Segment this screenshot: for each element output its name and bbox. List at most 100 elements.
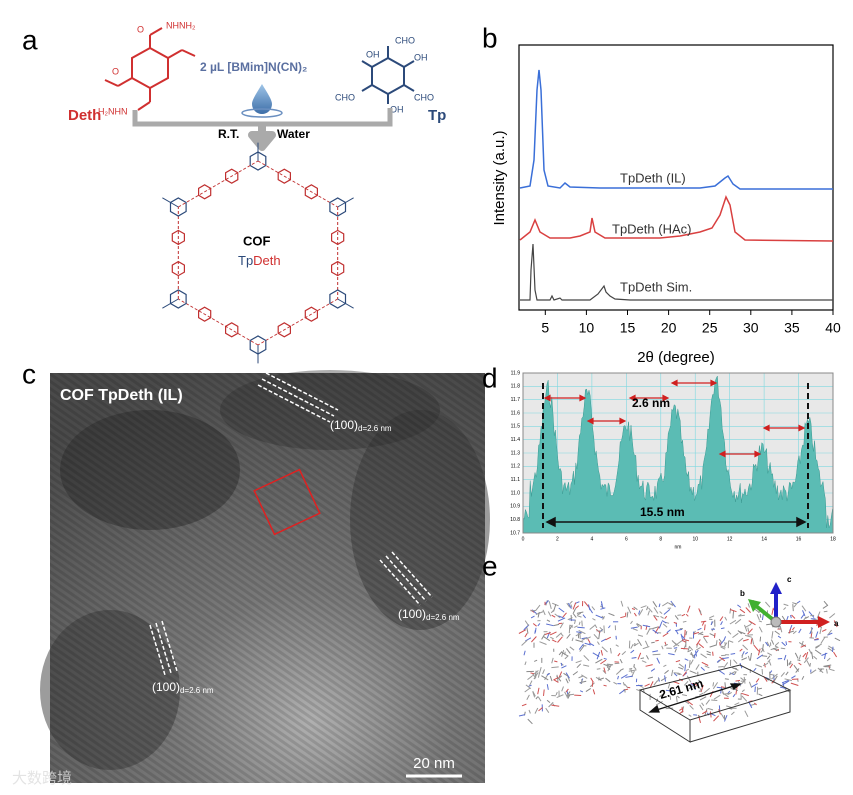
atom-bond (633, 612, 637, 617)
atom-bond (638, 610, 641, 615)
y-tick-label: 11.3 (511, 450, 521, 456)
atom-bond (546, 619, 551, 622)
panel-label: a (22, 24, 38, 55)
atom-bond (683, 681, 689, 686)
linker (257, 298, 338, 346)
atom-bond (762, 662, 769, 667)
atom-bond (558, 607, 565, 613)
atom-bond (783, 607, 787, 611)
atom-bond (801, 640, 804, 647)
atom-bond (620, 615, 626, 619)
atom-bond (621, 651, 627, 656)
y-tick-label: 10.7 (510, 530, 520, 536)
atom-bond (832, 646, 834, 653)
atom-bond (603, 625, 605, 634)
x-tick-label: 14 (761, 536, 767, 542)
atom-bond (732, 610, 735, 619)
atom-bond (671, 669, 674, 677)
atom-bond (677, 673, 681, 676)
atom-bond (738, 613, 742, 617)
atom-bond (705, 699, 710, 705)
atom-bond (710, 621, 713, 626)
atom-bond (679, 711, 683, 714)
x-tick-label: 10 (692, 536, 698, 542)
atom-bond (747, 655, 751, 661)
atom-bond (774, 630, 780, 635)
atom-bond (546, 684, 549, 690)
atom-bond (677, 614, 682, 616)
atom-bond (622, 682, 625, 686)
atom-bond (744, 651, 749, 655)
atom-bond (740, 677, 745, 681)
atom-bond (558, 615, 564, 619)
x-tick-label: 15 (620, 320, 636, 336)
fringe-label: (100)d=2.6 nm (152, 680, 214, 695)
atom-bond (698, 633, 704, 636)
atom-bond (739, 608, 746, 614)
atom-bond (661, 645, 664, 650)
atom-bond (655, 639, 659, 642)
atom-bond (562, 612, 567, 618)
axis-name: c (787, 575, 792, 584)
chem-group: CHO (395, 35, 415, 45)
atom-bond (652, 653, 661, 656)
atom-bond (728, 640, 734, 643)
atom-bond (755, 664, 763, 668)
atom-bond (782, 682, 785, 687)
atom-bond (557, 617, 566, 622)
x-tick-label: 8 (659, 536, 662, 542)
atom-bond (672, 640, 680, 647)
atom-bond (575, 639, 584, 643)
fringe-main: (100) (152, 680, 180, 694)
atom-bond (808, 648, 812, 655)
chem-group: CHO (335, 92, 355, 102)
atom-bond (756, 614, 760, 621)
linker (178, 298, 259, 346)
atom-bond (718, 709, 721, 715)
atom-bond (659, 611, 663, 614)
atom-bond (660, 677, 667, 682)
atom-bond (585, 687, 591, 693)
atom-bond (653, 680, 658, 686)
ring (331, 260, 345, 277)
atom-bond (594, 624, 598, 629)
image-title: COF TpDeth (IL) (60, 387, 183, 404)
x-tick-label: 25 (702, 320, 718, 336)
chem-group: OH (366, 49, 380, 59)
atom-bond (637, 634, 644, 637)
atom-bond (673, 673, 678, 677)
atom-bond (687, 605, 691, 613)
atom-bond (765, 641, 769, 647)
atom-bond (794, 652, 799, 659)
atom-bond (724, 642, 726, 646)
atom-bond (765, 601, 771, 608)
atom-bond (754, 686, 756, 693)
atom-bond (642, 624, 651, 628)
atom-bond (601, 646, 608, 653)
atom-bond (524, 687, 531, 693)
atom-bond (748, 620, 756, 626)
linker (257, 160, 338, 208)
atom-bond (518, 629, 527, 634)
atom-bond (685, 668, 690, 672)
atom-bond (744, 624, 748, 632)
atom-bond (588, 642, 595, 647)
axis-name: b (740, 589, 745, 598)
atom-bond (663, 609, 671, 615)
atom-bond (703, 687, 711, 694)
atom-bond (712, 651, 714, 656)
ring (249, 151, 267, 171)
atom-bond (815, 631, 819, 638)
curve-label: TpDeth (HAc) (612, 221, 691, 236)
fringe-main: (100) (398, 607, 426, 621)
atom-bond (826, 668, 828, 674)
atom-bond (768, 661, 772, 666)
atom-bond (688, 685, 694, 690)
x-tick-label: 4 (590, 536, 593, 542)
atom-bond (675, 630, 679, 635)
atom-bond (602, 670, 607, 674)
atom-bond (741, 695, 748, 702)
atom-bond (595, 658, 603, 664)
atom-bond (674, 615, 679, 620)
atom-bond (756, 654, 764, 660)
